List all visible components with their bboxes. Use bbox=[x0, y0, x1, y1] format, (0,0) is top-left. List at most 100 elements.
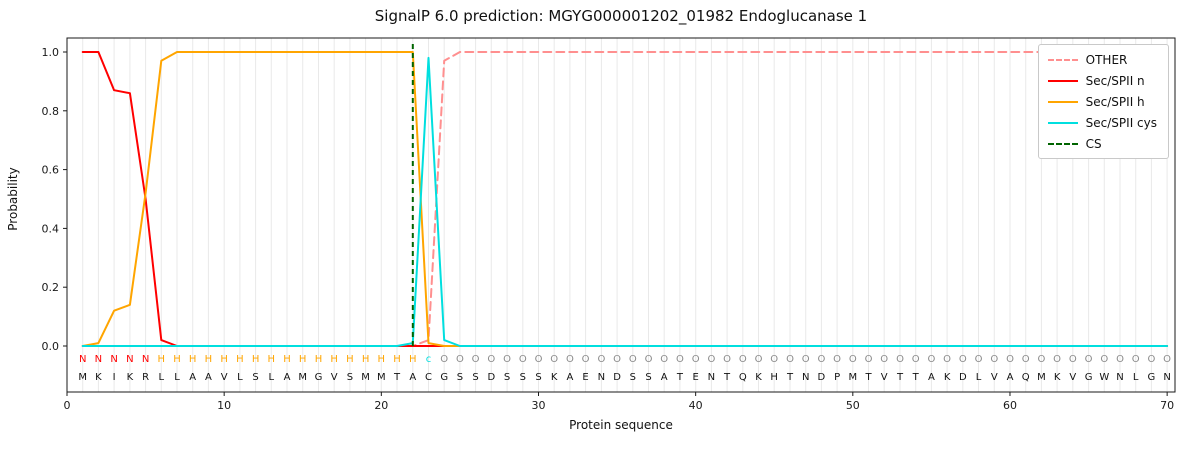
region-label: O bbox=[1132, 354, 1140, 365]
legend-line-sample bbox=[1047, 142, 1078, 145]
legend-item-other: OTHER bbox=[1047, 52, 1157, 67]
region-label: H bbox=[362, 354, 370, 365]
region-label: H bbox=[220, 354, 228, 365]
sequence-letter: Q bbox=[739, 372, 747, 383]
region-label: O bbox=[1037, 354, 1045, 365]
grid-lines bbox=[82, 38, 1168, 392]
region-label: O bbox=[645, 354, 653, 365]
sequence-letter: K bbox=[944, 372, 951, 383]
legend-label: CS bbox=[1085, 136, 1102, 151]
region-label: O bbox=[755, 354, 763, 365]
sequence-letter: L bbox=[237, 372, 243, 383]
sequence-letter: N bbox=[708, 372, 715, 383]
region-label: O bbox=[1163, 354, 1171, 365]
region-label: O bbox=[865, 354, 873, 365]
region-label: c bbox=[426, 354, 432, 365]
sequence-letter: T bbox=[786, 372, 794, 383]
region-label: O bbox=[1022, 354, 1030, 365]
y-tick-label: 0.0 bbox=[42, 340, 60, 353]
x-tick-label: 10 bbox=[217, 399, 231, 412]
sequence-letter: M bbox=[1037, 372, 1046, 383]
region-label: H bbox=[283, 354, 291, 365]
sequence-letter: R bbox=[142, 372, 149, 383]
sequence-letter: S bbox=[347, 372, 353, 383]
region-label: O bbox=[440, 354, 448, 365]
sequence-letter: S bbox=[457, 372, 463, 383]
region-label: N bbox=[142, 354, 149, 365]
region-label: O bbox=[1100, 354, 1108, 365]
y-axis-ticks: 0.0 0.2 0.4 0.6 0.8 1.0 bbox=[42, 46, 67, 353]
x-tick-label: 70 bbox=[1160, 399, 1174, 412]
region-label: O bbox=[723, 354, 731, 365]
legend-label: Sec/SPII cys bbox=[1085, 115, 1157, 130]
sequence-letter: N bbox=[598, 372, 605, 383]
sequence-letter: G bbox=[1085, 372, 1093, 383]
region-label: O bbox=[487, 354, 495, 365]
region-label: O bbox=[472, 354, 480, 365]
legend-line-sample bbox=[1047, 79, 1078, 82]
sequence-letter: G bbox=[1148, 372, 1156, 383]
sequence-letter: D bbox=[487, 372, 495, 383]
sequence-letter: S bbox=[252, 372, 258, 383]
region-label: O bbox=[1085, 354, 1093, 365]
sequence-letter: K bbox=[551, 372, 558, 383]
legend: OTHER Sec/SPII n Sec/SPII h Sec/SPII cys CS bbox=[1037, 44, 1169, 159]
sequence-letter: L bbox=[174, 372, 180, 383]
region-label: O bbox=[519, 354, 527, 365]
legend-label: Sec/SPII h bbox=[1085, 94, 1145, 109]
sequence-letter: M bbox=[361, 372, 370, 383]
region-label: O bbox=[707, 354, 715, 365]
region-label: O bbox=[849, 354, 857, 365]
sequence-letter: V bbox=[881, 372, 888, 383]
region-label: O bbox=[959, 354, 967, 365]
region-label: O bbox=[503, 354, 511, 365]
sequence-letter: M bbox=[848, 372, 857, 383]
sequence-letter: L bbox=[976, 372, 982, 383]
region-label: O bbox=[582, 354, 590, 365]
y-tick-label: 1.0 bbox=[42, 46, 60, 59]
series-line-sec-spii-h bbox=[81, 51, 1169, 347]
region-label: N bbox=[126, 354, 133, 365]
region-label: O bbox=[912, 354, 920, 365]
sequence-letter: M bbox=[377, 372, 386, 383]
y-tick-label: 0.6 bbox=[42, 164, 60, 177]
sequence-letter: A bbox=[189, 372, 196, 383]
region-label: O bbox=[927, 354, 935, 365]
sequence-letter: I bbox=[113, 372, 116, 383]
region-label: O bbox=[1053, 354, 1061, 365]
sequence-letter: G bbox=[440, 372, 448, 383]
region-label: N bbox=[79, 354, 86, 365]
sequence-letter: E bbox=[693, 372, 699, 383]
series-line-sec-spii-n bbox=[81, 51, 1169, 347]
legend-item-sec-spii-cys: Sec/SPII cys bbox=[1047, 115, 1157, 130]
axes-box bbox=[66, 37, 1176, 393]
x-tick-label: 30 bbox=[531, 399, 545, 412]
region-label: O bbox=[739, 354, 747, 365]
region-label: O bbox=[597, 354, 605, 365]
y-tick-label: 0.4 bbox=[42, 222, 60, 235]
region-label: O bbox=[1116, 354, 1124, 365]
x-tick-label: 60 bbox=[1003, 399, 1017, 412]
region-label: O bbox=[629, 354, 637, 365]
sequence-letter: K bbox=[755, 372, 762, 383]
region-label: O bbox=[535, 354, 543, 365]
sequence-letter: D bbox=[959, 372, 967, 383]
sequence-letter: A bbox=[566, 372, 573, 383]
region-label: O bbox=[692, 354, 700, 365]
sequence-letter: K bbox=[95, 372, 102, 383]
region-label: O bbox=[1006, 354, 1014, 365]
y-tick-label: 0.2 bbox=[42, 281, 60, 294]
region-label: O bbox=[1147, 354, 1155, 365]
sequence-letter: A bbox=[409, 372, 416, 383]
legend-item-cs: CS bbox=[1047, 136, 1157, 151]
region-label: O bbox=[802, 354, 810, 365]
region-label: O bbox=[990, 354, 998, 365]
sequence-letter: A bbox=[1007, 372, 1014, 383]
x-tick-label: 20 bbox=[374, 399, 388, 412]
region-label: O bbox=[833, 354, 841, 365]
sequence-letter: L bbox=[1133, 372, 1139, 383]
x-axis-label: Protein sequence bbox=[569, 418, 673, 432]
